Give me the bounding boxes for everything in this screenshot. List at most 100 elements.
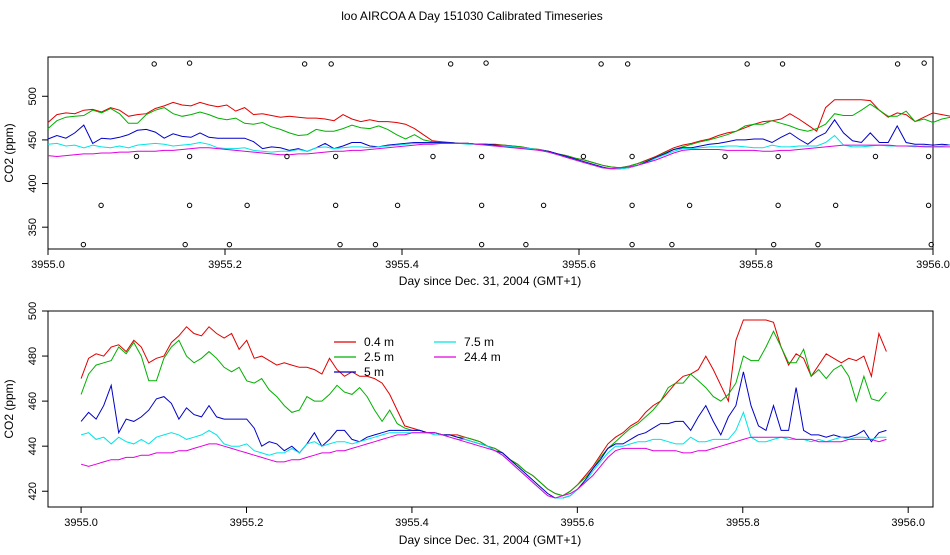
sample-point xyxy=(478,202,485,209)
bottom-y-axis: 420 440 460 480 500 xyxy=(27,302,48,500)
sample-point xyxy=(394,202,401,209)
bottom-y-label: CO2 (ppm) xyxy=(2,379,16,438)
sample-point xyxy=(629,241,635,248)
x-tick-label: 3955.8 xyxy=(726,517,760,529)
legend-label: 2.5 m xyxy=(364,350,394,364)
sample-point xyxy=(133,153,140,160)
x-tick-label: 3955.4 xyxy=(395,517,429,529)
top-x-axis: 3955.0 3955.2 3955.4 3955.6 3955.8 3956.0 xyxy=(31,249,950,271)
x-tick-label: 3955.0 xyxy=(64,517,98,529)
x-tick-label: 3955.4 xyxy=(385,259,419,271)
series-line-0-4-m xyxy=(47,99,950,169)
bottom-panel: 420 440 460 480 500 3955.0 3955.2 3955.4 3955.6… xyxy=(2,302,934,547)
sample-point xyxy=(894,61,901,67)
x-tick-label: 3955.2 xyxy=(230,517,264,529)
sample-point xyxy=(328,61,334,67)
series-line-2-5-m xyxy=(47,103,950,169)
top-sample-points xyxy=(80,60,934,248)
sample-point xyxy=(332,153,339,160)
top-y-label: CO2 (ppm) xyxy=(2,123,16,182)
x-tick-label: 3955.0 xyxy=(31,259,65,271)
sample-point xyxy=(244,202,250,209)
sample-point xyxy=(815,241,821,248)
sample-point xyxy=(771,241,777,248)
y-tick-label: 350 xyxy=(27,218,39,236)
sample-point xyxy=(580,153,587,160)
sample-point xyxy=(775,153,781,160)
sample-point xyxy=(629,202,635,209)
sample-point xyxy=(284,153,290,160)
legend-label: 24.4 m xyxy=(464,350,501,364)
sample-point xyxy=(80,241,87,248)
sample-point xyxy=(832,202,839,209)
x-tick-label: 3955.6 xyxy=(561,517,595,529)
y-tick-label: 420 xyxy=(27,482,39,500)
sample-point xyxy=(337,241,343,248)
sample-point xyxy=(151,61,157,67)
series-line-7-5-m xyxy=(80,410,887,499)
bottom-series-lines xyxy=(80,319,887,499)
sample-point xyxy=(925,153,932,160)
top-plot-frame xyxy=(47,56,934,250)
x-tick-label: 3955.8 xyxy=(739,259,773,271)
series-line-24-4-m xyxy=(47,142,950,170)
x-tick-label: 3956.0 xyxy=(891,517,925,529)
x-tick-label: 3955.2 xyxy=(208,259,242,271)
sample-point xyxy=(98,202,104,209)
sample-point xyxy=(872,153,879,160)
sample-point xyxy=(629,153,635,160)
sample-point xyxy=(186,202,193,209)
sample-point xyxy=(372,241,379,248)
sample-point xyxy=(925,202,932,209)
y-tick-label: 480 xyxy=(27,347,39,365)
legend-label: 5 m xyxy=(364,365,384,379)
sample-point xyxy=(779,61,786,67)
sample-point xyxy=(478,153,485,160)
top-x-label: Day since Dec. 31, 2004 (GMT+1) xyxy=(399,274,581,288)
series-line-24-4-m xyxy=(80,432,887,499)
figure-title: loo AIRCOA A Day 151030 Calibrated Times… xyxy=(341,9,602,23)
sample-point xyxy=(722,153,728,160)
series-line-7-5-m xyxy=(47,134,950,170)
sample-point xyxy=(430,153,436,160)
legend-label: 7.5 m xyxy=(464,335,494,349)
sample-point xyxy=(226,241,233,248)
sample-point xyxy=(182,241,188,248)
sample-point xyxy=(775,202,781,209)
bottom-x-axis: 3955.0 3955.2 3955.4 3955.6 3955.8 3956.0 xyxy=(64,507,925,529)
sample-point xyxy=(447,61,454,67)
sample-point xyxy=(523,241,529,248)
sample-point xyxy=(332,202,339,209)
sample-point xyxy=(483,60,489,66)
sample-point xyxy=(928,241,934,248)
legend: 0.4 m2.5 m5 m 7.5 m24.4 m xyxy=(334,335,501,379)
sample-point xyxy=(478,241,485,248)
sample-point xyxy=(301,61,308,67)
x-tick-label: 3955.6 xyxy=(562,259,596,271)
sample-point xyxy=(186,60,193,66)
sample-point xyxy=(669,241,675,248)
sample-point xyxy=(598,61,604,67)
y-tick-label: 440 xyxy=(27,437,39,455)
bottom-plot-frame xyxy=(47,310,934,508)
y-tick-label: 400 xyxy=(27,174,39,192)
legend-label: 0.4 m xyxy=(364,335,394,349)
x-tick-label: 3956.0 xyxy=(916,259,950,271)
sample-point xyxy=(686,202,693,209)
sample-point xyxy=(921,60,927,66)
series-line-2-5-m xyxy=(80,330,887,497)
y-tick-label: 500 xyxy=(27,302,39,320)
sample-point xyxy=(186,153,193,160)
sample-point xyxy=(744,61,750,67)
bottom-x-label: Day since Dec. 31, 2004 (GMT+1) xyxy=(399,533,581,547)
sample-point xyxy=(624,61,631,67)
top-y-axis: 350 400 450 500 xyxy=(27,87,48,236)
top-series-lines xyxy=(47,99,950,170)
y-tick-label: 460 xyxy=(27,392,39,410)
y-tick-label: 500 xyxy=(27,87,39,105)
y-tick-label: 450 xyxy=(27,131,39,149)
sample-point xyxy=(540,202,547,209)
